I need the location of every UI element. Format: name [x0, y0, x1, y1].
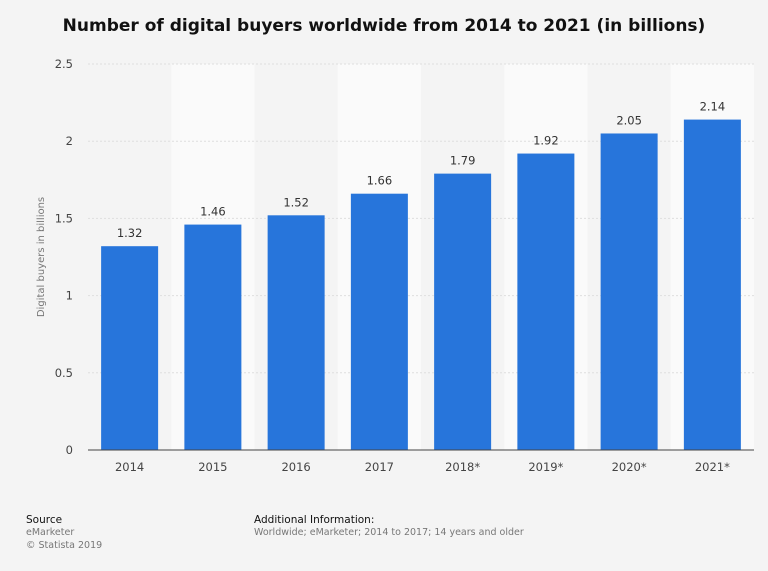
x-tick-label: 2018* [445, 460, 480, 474]
x-tick-label: 2014 [115, 460, 144, 474]
value-label: 2.14 [700, 100, 726, 114]
additional-info-text: Worldwide; eMarketer; 2014 to 2017; 14 y… [254, 527, 524, 538]
bar-2018 [434, 173, 492, 450]
bar-2017 [350, 193, 408, 451]
x-axis-tick-labels: 2014 2015 2016 2017 2018* 2019* 2020* 2021* [115, 460, 730, 474]
x-tick-label: 2015 [198, 460, 227, 474]
y-tick-label: 1 [66, 289, 73, 303]
x-tick-label: 2020* [612, 460, 647, 474]
bars [101, 119, 741, 451]
chart-title: Number of digital buyers worldwide from … [62, 16, 706, 36]
source-block: Source eMarketer © Statista 2019 [26, 514, 102, 552]
x-tick-label: 2019* [528, 460, 563, 474]
bar-2016 [267, 215, 325, 450]
y-axis-tick-labels: 0 0.5 1 1.5 2 2.5 [55, 57, 73, 457]
bar-2019 [517, 153, 575, 450]
value-label: 1.66 [367, 174, 393, 188]
y-tick-label: 2 [66, 134, 73, 148]
value-label: 2.05 [616, 113, 642, 127]
value-label: 1.52 [283, 195, 309, 209]
value-label: 1.79 [450, 154, 476, 168]
y-tick-label: 0.5 [55, 366, 73, 380]
y-tick-label: 0 [66, 443, 73, 457]
x-tick-label: 2021* [695, 460, 730, 474]
value-label: 1.92 [533, 134, 559, 148]
source-line-copyright: © Statista 2019 [26, 540, 103, 551]
value-label: 1.46 [200, 205, 226, 219]
y-tick-label: 1.5 [55, 211, 73, 225]
bar-2014 [101, 246, 159, 450]
x-tick-label: 2017 [365, 460, 394, 474]
bar-2020 [600, 133, 658, 451]
value-labels: 1.32 1.46 1.52 1.66 1.79 1.92 2.05 2.14 [117, 100, 725, 241]
bar-2021 [683, 119, 741, 451]
source-line-emarketer: eMarketer [26, 527, 75, 538]
y-axis-label: Digital buyers in billions [36, 197, 47, 317]
y-tick-label: 2.5 [55, 57, 73, 71]
x-tick-label: 2016 [281, 460, 310, 474]
value-label: 1.32 [117, 226, 143, 240]
additional-info-heading: Additional Information: [254, 514, 375, 526]
additional-info-block: Additional Information: Worldwide; eMark… [254, 514, 524, 539]
bar-2015 [184, 224, 242, 450]
source-heading: Source [26, 514, 63, 526]
